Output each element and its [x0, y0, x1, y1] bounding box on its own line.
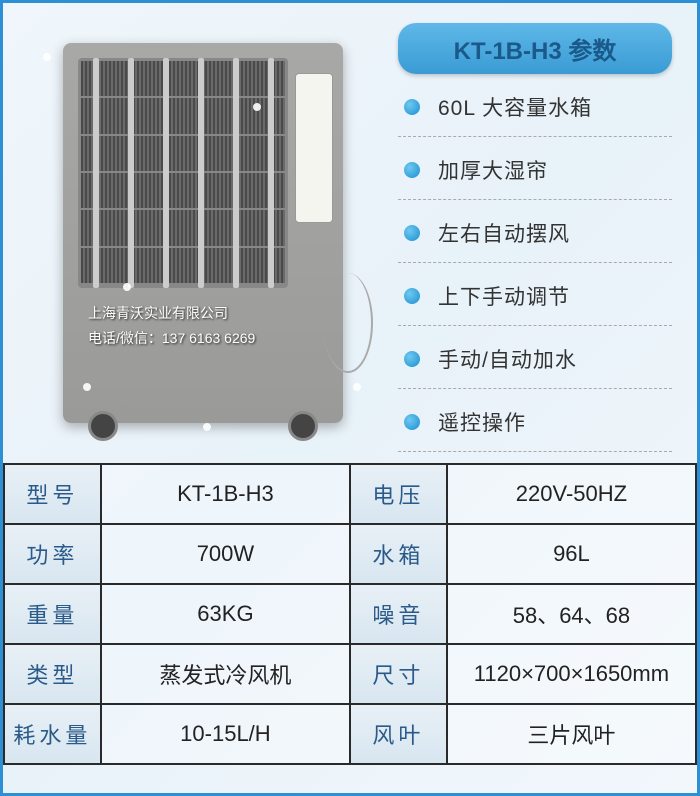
- spec-table: 型号KT-1B-H3电压220V-50HZ功率700W水箱96L重量63KG噪音…: [3, 463, 697, 765]
- spec-value: 三片风叶: [447, 704, 696, 764]
- spec-label: 重量: [4, 584, 101, 644]
- table-row: 型号KT-1B-H3电压220V-50HZ: [4, 464, 696, 524]
- feature-text: 上下手动调节: [438, 281, 570, 311]
- control-panel: [295, 73, 333, 223]
- spec-value: 58、64、68: [447, 584, 696, 644]
- power-cord: [323, 273, 373, 373]
- wheel-icon: [288, 411, 318, 441]
- snow-dot-icon: [203, 423, 211, 431]
- spec-value: 700W: [101, 524, 350, 584]
- table-row: 重量63KG噪音58、64、68: [4, 584, 696, 644]
- spec-value: 96L: [447, 524, 696, 584]
- feature-panel: KT-1B-H3 参数 60L 大容量水箱加厚大湿帘左右自动摆风上下手动调节手动…: [393, 13, 687, 453]
- feature-list: 60L 大容量水箱加厚大湿帘左右自动摆风上下手动调节手动/自动加水遥控操作: [398, 92, 672, 452]
- product-image: 上海青沃实业有限公司 电话/微信：137 6163 6269: [13, 13, 393, 453]
- spec-value: KT-1B-H3: [101, 464, 350, 524]
- company-name: 上海青沃实业有限公司: [88, 301, 255, 326]
- snow-dot-icon: [253, 103, 261, 111]
- cooler-body: 上海青沃实业有限公司 电话/微信：137 6163 6269: [63, 43, 343, 423]
- feature-item: 遥控操作: [398, 407, 672, 452]
- snow-dot-icon: [123, 283, 131, 291]
- feature-text: 60L 大容量水箱: [438, 92, 592, 122]
- feature-text: 遥控操作: [438, 407, 526, 437]
- bullet-icon: [404, 225, 420, 241]
- spec-label: 型号: [4, 464, 101, 524]
- spec-label: 类型: [4, 644, 101, 704]
- spec-label: 电压: [350, 464, 447, 524]
- feature-item: 手动/自动加水: [398, 344, 672, 389]
- wheel-icon: [88, 411, 118, 441]
- overlay-text: 上海青沃实业有限公司 电话/微信：137 6163 6269: [88, 301, 255, 351]
- bullet-icon: [404, 351, 420, 367]
- bullet-icon: [404, 414, 420, 430]
- spec-label: 尺寸: [350, 644, 447, 704]
- spec-label: 水箱: [350, 524, 447, 584]
- spec-label: 风叶: [350, 704, 447, 764]
- spec-label: 噪音: [350, 584, 447, 644]
- snow-dot-icon: [83, 383, 91, 391]
- spec-label: 功率: [4, 524, 101, 584]
- feature-item: 加厚大湿帘: [398, 155, 672, 200]
- spec-label: 耗水量: [4, 704, 101, 764]
- feature-item: 上下手动调节: [398, 281, 672, 326]
- feature-item: 60L 大容量水箱: [398, 92, 672, 137]
- spec-value: 1120×700×1650mm: [447, 644, 696, 704]
- snow-dot-icon: [353, 383, 361, 391]
- table-row: 功率700W水箱96L: [4, 524, 696, 584]
- bullet-icon: [404, 99, 420, 115]
- table-row: 耗水量10-15L/H风叶三片风叶: [4, 704, 696, 764]
- table-row: 类型蒸发式冷风机尺寸1120×700×1650mm: [4, 644, 696, 704]
- bullet-icon: [404, 288, 420, 304]
- spec-value: 10-15L/H: [101, 704, 350, 764]
- bullet-icon: [404, 162, 420, 178]
- feature-text: 手动/自动加水: [438, 344, 577, 374]
- snow-dot-icon: [43, 53, 51, 61]
- panel-title: KT-1B-H3 参数: [398, 23, 672, 74]
- spec-value: 蒸发式冷风机: [101, 644, 350, 704]
- feature-text: 加厚大湿帘: [438, 155, 548, 185]
- spec-value: 63KG: [101, 584, 350, 644]
- feature-text: 左右自动摆风: [438, 218, 570, 248]
- feature-item: 左右自动摆风: [398, 218, 672, 263]
- contact-info: 电话/微信：137 6163 6269: [88, 326, 255, 351]
- spec-value: 220V-50HZ: [447, 464, 696, 524]
